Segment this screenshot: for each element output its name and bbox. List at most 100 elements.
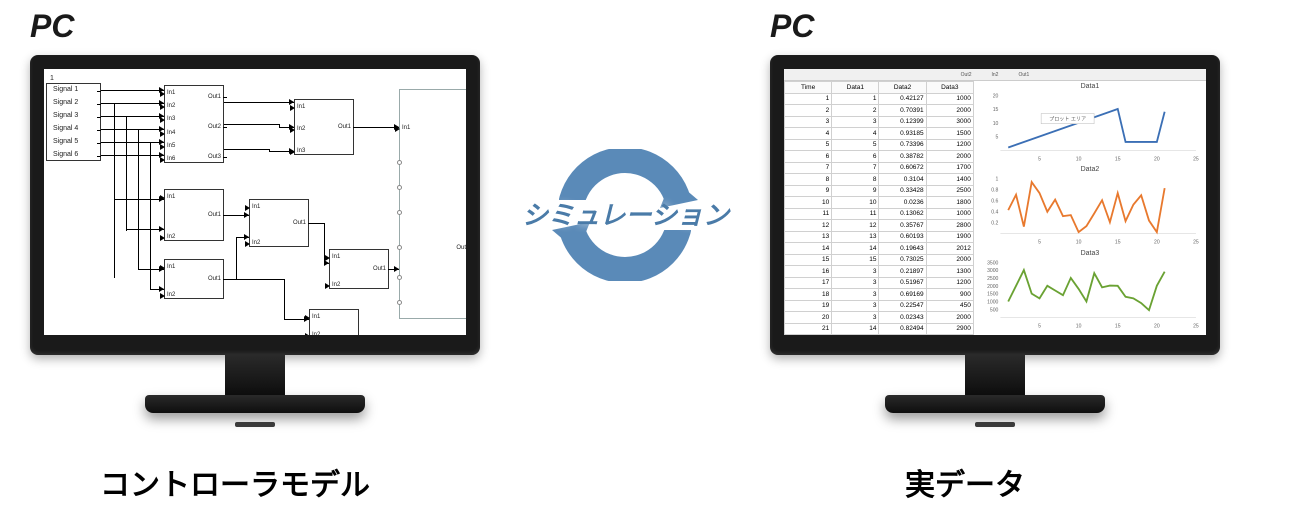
svg-text:0.4: 0.4 — [991, 210, 998, 216]
svg-text:20: 20 — [1154, 323, 1160, 329]
table-row: 330.123993000 — [785, 116, 974, 128]
table-row: 1630.218971300 — [785, 266, 974, 278]
svg-text:1000: 1000 — [987, 299, 998, 305]
cell: 11 — [832, 208, 879, 220]
table-row: 11110.130621000 — [785, 208, 974, 220]
cell: 8 — [832, 174, 879, 186]
cell: 0.19643 — [879, 243, 926, 255]
block-4: In1In2Out1 — [249, 199, 309, 247]
cell: 21 — [785, 323, 832, 335]
table-row: 110.421271000 — [785, 93, 974, 105]
cell: 10 — [832, 197, 879, 209]
cell: 2000 — [926, 254, 973, 266]
cell: 14 — [832, 243, 879, 255]
cell: 2000 — [926, 105, 973, 117]
table-row: 440.931851500 — [785, 128, 974, 140]
svg-text:20: 20 — [993, 93, 999, 99]
cell: 10 — [785, 197, 832, 209]
monitor-neck — [225, 355, 285, 395]
monitor-right: Out2In2Out1 TimeData1Data2Data3110.42127… — [770, 55, 1220, 413]
svg-text:2500: 2500 — [987, 276, 998, 282]
cell: 0.51967 — [879, 277, 926, 289]
cell: 15 — [832, 254, 879, 266]
monitor-base — [145, 395, 365, 413]
cell: 2800 — [926, 220, 973, 232]
cell: 900 — [926, 289, 973, 301]
svg-text:0.2: 0.2 — [991, 221, 998, 227]
cell: 18 — [785, 289, 832, 301]
spreadsheet-toolbar: Out2In2Out1 — [784, 69, 1206, 81]
signal-label: Signal 6 — [53, 151, 78, 158]
cell: 20 — [785, 312, 832, 324]
svg-text:プロット エリア: プロット エリア — [1049, 117, 1086, 123]
toolbar-label: Out1 — [1018, 72, 1029, 78]
table-row: 880.31041400 — [785, 174, 974, 186]
toolbar-label: Out2 — [961, 72, 972, 78]
cell: 1 — [832, 93, 879, 105]
cell: 12 — [832, 220, 879, 232]
cell: 5 — [832, 139, 879, 151]
cell: 0.93185 — [879, 128, 926, 140]
cell: 5 — [785, 139, 832, 151]
block-5: In1In2In3Out1 — [294, 99, 354, 155]
cell: 0.69169 — [879, 289, 926, 301]
col-header: Data3 — [926, 82, 973, 94]
cell: 0.13062 — [879, 208, 926, 220]
cell: 9 — [785, 185, 832, 197]
cell: 0.73025 — [879, 254, 926, 266]
svg-text:1500: 1500 — [987, 291, 998, 297]
table-row: 1930.22547450 — [785, 300, 974, 312]
cell: 9 — [832, 185, 879, 197]
monitor-left: Signal 1Signal 2Signal 3Signal 4Signal 5… — [30, 55, 480, 413]
monitor-led — [235, 422, 275, 427]
cell: 1 — [785, 93, 832, 105]
cell: 2000 — [926, 312, 973, 324]
cell: 1800 — [926, 197, 973, 209]
signal-source-block: Signal 1Signal 2Signal 3Signal 4Signal 5… — [46, 83, 101, 161]
monitor-base — [885, 395, 1105, 413]
cell: 3 — [832, 277, 879, 289]
cell: 3 — [832, 266, 879, 278]
block-3: In1In2Out1 — [164, 259, 224, 299]
block-2: In1In2Out1 — [164, 189, 224, 241]
cell: 1200 — [926, 139, 973, 151]
caption-right: 実データ — [905, 460, 1025, 504]
monitor-screen-left: Signal 1Signal 2Signal 3Signal 4Signal 5… — [44, 69, 466, 335]
svg-text:5: 5 — [1038, 156, 1041, 162]
cell: 13 — [832, 231, 879, 243]
mini-chart: Data15101520510152025プロット エリア — [978, 83, 1202, 166]
block-1: In1In2In3In4In5In6Out1Out2Out3 — [164, 85, 224, 163]
svg-text:1: 1 — [995, 177, 998, 183]
signal-label: Signal 3 — [53, 112, 78, 119]
svg-text:0.6: 0.6 — [991, 199, 998, 205]
svg-text:10: 10 — [1076, 156, 1082, 162]
cell: 2012 — [926, 243, 973, 255]
table-row: 15150.730252000 — [785, 254, 974, 266]
svg-text:20: 20 — [1154, 240, 1160, 246]
monitor-screen-right: Out2In2Out1 TimeData1Data2Data3110.42127… — [784, 69, 1206, 335]
table-row: 21140.824942900 — [785, 323, 974, 335]
table-row: 220.703912000 — [785, 105, 974, 117]
cell: 0.38782 — [879, 151, 926, 163]
cell: 4 — [785, 128, 832, 140]
cell: 0.02343 — [879, 312, 926, 324]
svg-text:25: 25 — [1193, 323, 1199, 329]
svg-text:0.8: 0.8 — [991, 188, 998, 194]
cell: 1300 — [926, 266, 973, 278]
svg-text:15: 15 — [1115, 240, 1121, 246]
cell: 2000 — [926, 151, 973, 163]
signal-label: Signal 4 — [53, 125, 78, 132]
cell: 4 — [832, 128, 879, 140]
cell: 17 — [785, 277, 832, 289]
cell: 3 — [785, 116, 832, 128]
svg-text:10: 10 — [1076, 323, 1082, 329]
table-row: 14140.196432012 — [785, 243, 974, 255]
svg-text:15: 15 — [993, 107, 999, 113]
monitor-bezel: Out2In2Out1 TimeData1Data2Data3110.42127… — [770, 55, 1220, 355]
table-row: 550.733961200 — [785, 139, 974, 151]
cell: 12 — [785, 220, 832, 232]
cell: 0.3104 — [879, 174, 926, 186]
cell: 0.70391 — [879, 105, 926, 117]
col-header: Data1 — [832, 82, 879, 94]
cell: 1900 — [926, 231, 973, 243]
